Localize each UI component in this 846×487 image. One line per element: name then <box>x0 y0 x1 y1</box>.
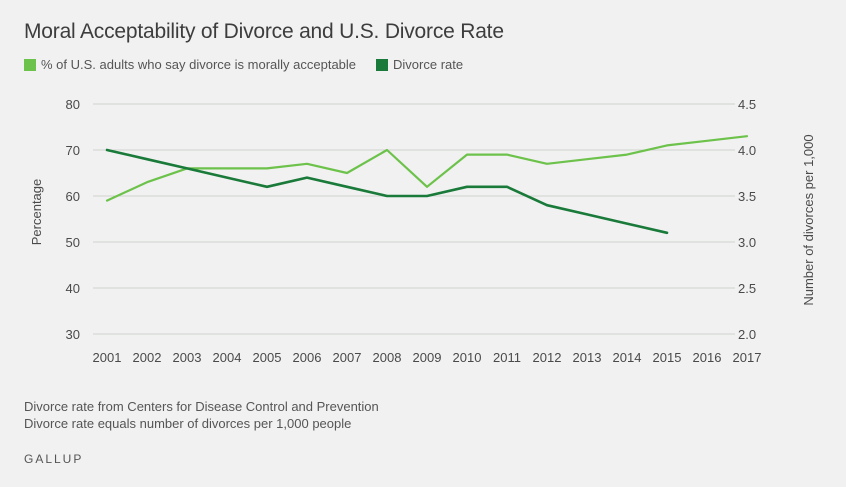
definition-note: Divorce rate equals number of divorces p… <box>24 416 352 431</box>
y-right-tick-label: 3.0 <box>738 235 756 250</box>
source-note: Divorce rate from Centers for Disease Co… <box>24 399 379 414</box>
chart-title: Moral Acceptability of Divorce and U.S. … <box>24 20 504 43</box>
x-tick-label: 2016 <box>693 350 722 365</box>
series-line-acceptability <box>105 135 749 202</box>
legend-item-acceptability: % of U.S. adults who say divorce is mora… <box>24 57 356 72</box>
y-right-tick-label: 4.5 <box>738 97 756 112</box>
x-tick-label: 2009 <box>413 350 442 365</box>
x-tick-label: 2013 <box>573 350 602 365</box>
legend-label-acceptability: % of U.S. adults who say divorce is mora… <box>41 57 357 72</box>
y-left-tick-label: 40 <box>66 281 80 296</box>
x-tick-label: 2001 <box>93 350 122 365</box>
chart-legend: % of U.S. adults who say divorce is mora… <box>24 57 483 72</box>
y-right-axis-label: Number of divorces per 1,000 <box>801 134 816 305</box>
y-left-tick-label: 70 <box>66 143 80 158</box>
y-right-tick-label: 3.5 <box>738 189 756 204</box>
legend-swatch-acceptability <box>24 58 36 71</box>
y-right-tick-label: 2.0 <box>738 327 756 342</box>
x-tick-label: 2012 <box>533 350 562 365</box>
x-tick-label: 2014 <box>613 350 642 365</box>
y-left-tick-label: 50 <box>66 235 80 250</box>
x-tick-label: 2005 <box>253 350 282 365</box>
x-tick-label: 2003 <box>173 350 202 365</box>
y-right-tick-label: 4.0 <box>738 143 756 158</box>
y-left-tick-label: 80 <box>66 97 80 112</box>
x-tick-label: 2004 <box>213 350 242 365</box>
x-tick-label: 2010 <box>453 350 482 365</box>
line-chart: 80 70 60 50 40 30 4.5 4.0 3.5 3.0 2.5 2.0 2001 2002 20… <box>29 97 816 365</box>
y-left-tick-label: 60 <box>66 189 80 204</box>
x-tick-label: 2006 <box>293 350 322 365</box>
x-tick-label: 2007 <box>333 350 362 365</box>
series-line-divorce-rate <box>105 148 669 235</box>
gallup-logo: GALLUP <box>24 452 84 466</box>
x-tick-label: 2002 <box>133 350 162 365</box>
y-left-tick-label: 30 <box>66 327 80 342</box>
x-tick-label: 2017 <box>733 350 762 365</box>
y-right-tick-label: 2.5 <box>738 281 756 296</box>
x-tick-label: 2011 <box>493 350 521 365</box>
x-tick-label: 2015 <box>653 350 682 365</box>
x-tick-label: 2008 <box>373 350 402 365</box>
legend-item-divorce-rate: Divorce rate <box>376 57 463 72</box>
legend-swatch-divorce-rate <box>376 58 389 71</box>
legend-label-divorce-rate: Divorce rate <box>393 57 464 72</box>
y-left-axis-label: Percentage <box>29 179 44 246</box>
